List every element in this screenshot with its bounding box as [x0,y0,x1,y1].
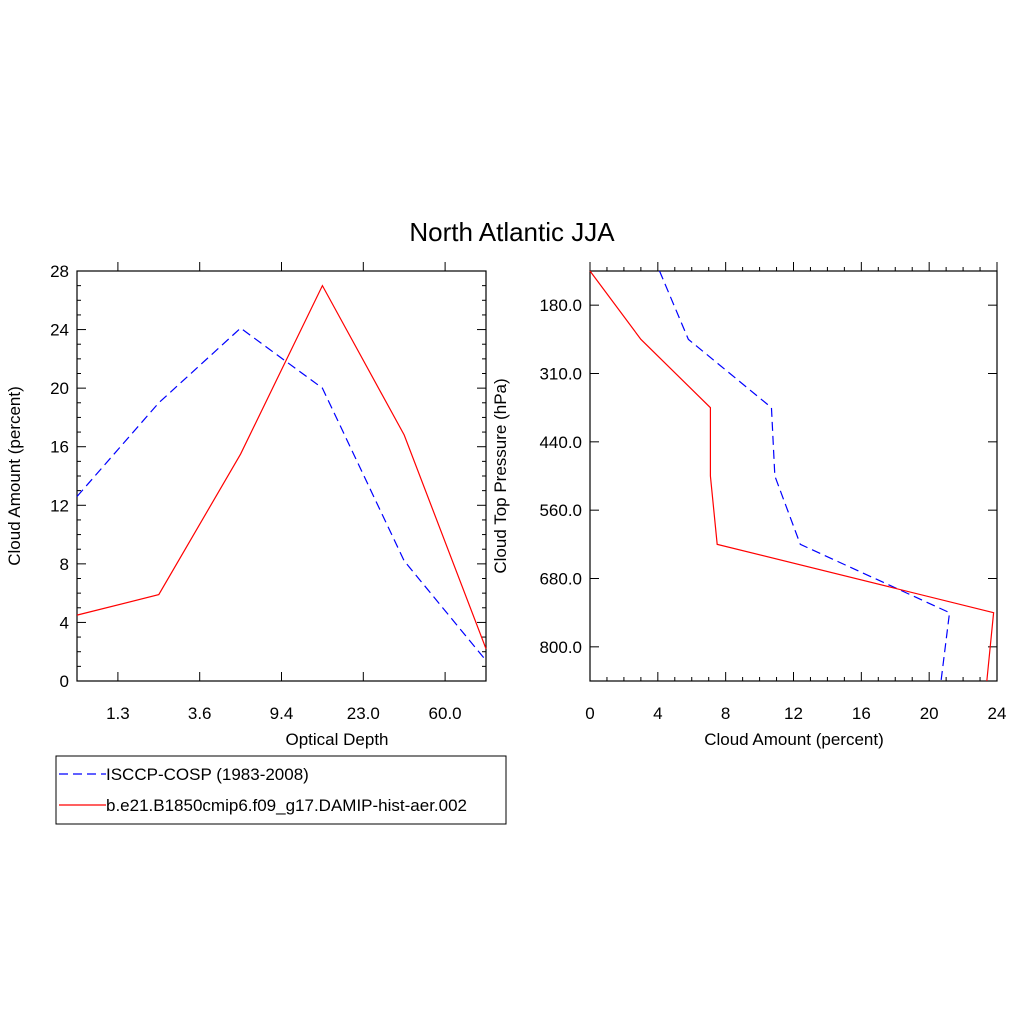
right-x-tick-label: 16 [852,704,871,723]
left-x-tick-label: 23.0 [347,704,380,723]
left-series-line-0 [77,328,486,660]
left-y-tick-label: 20 [50,379,69,398]
left-x-axis-label: Optical Depth [286,730,389,749]
left-y-tick-label: 8 [60,555,69,574]
right-x-tick-label: 4 [653,704,662,723]
left-x-tick-label: 1.3 [106,704,130,723]
right-x-tick-label: 12 [784,704,803,723]
right-series-line-0 [660,271,950,681]
right-y-tick-label: 180.0 [539,296,582,315]
right-y-tick-label: 800.0 [539,638,582,657]
right-y-tick-label: 560.0 [539,501,582,520]
panel-cloud-top-pressure: Cloud Amount (percent) Cloud Top Pressur… [491,262,1006,749]
right-x-tick-label: 24 [988,704,1007,723]
left-series-line-1 [77,286,486,649]
panel-optical-depth: Optical Depth Cloud Amount (percent) 0 4 8… [5,262,486,749]
left-y-axis-label: Cloud Amount (percent) [5,386,24,566]
left-y-tick-label: 4 [60,613,69,632]
right-y-tick-label: 440.0 [539,433,582,452]
left-x-tick-label: 60.0 [429,704,462,723]
right-x-tick-label: 0 [585,704,594,723]
left-y-tick-label: 28 [50,262,69,281]
right-y-tick-label: 680.0 [539,570,582,589]
left-y-tick-label: 16 [50,438,69,457]
legend: ISCCP-COSP (1983-2008) b.e21.B1850cmip6.f… [56,756,506,824]
legend-label-0: ISCCP-COSP (1983-2008) [106,765,309,784]
right-x-tick-label: 20 [920,704,939,723]
left-y-tick-label: 0 [60,672,69,691]
right-y-axis-label: Cloud Top Pressure (hPa) [491,378,510,573]
right-x-tick-label: 8 [721,704,730,723]
left-y-tick-label: 12 [50,496,69,515]
left-x-tick-label: 9.4 [270,704,294,723]
chart-title: North Atlantic JJA [409,217,615,247]
legend-label-1: b.e21.B1850cmip6.f09_g17.DAMIP-hist-aer.… [106,796,467,815]
right-series-line-1 [590,271,994,681]
left-y-tick-label: 24 [50,321,69,340]
right-plot-frame [590,271,997,681]
right-x-axis-label: Cloud Amount (percent) [704,730,884,749]
left-x-tick-label: 3.6 [188,704,212,723]
left-plot-frame [77,271,486,681]
right-y-tick-label: 310.0 [539,365,582,384]
